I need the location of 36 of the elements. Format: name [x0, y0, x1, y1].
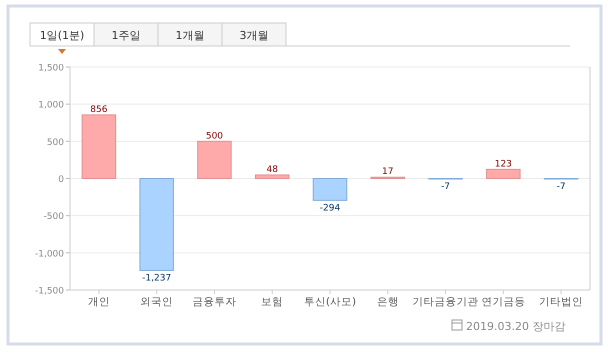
- text: 3개월: [240, 29, 268, 42]
- x-tick-label: 기타금융기관: [412, 296, 479, 308]
- text: 1일(1분): [40, 29, 84, 42]
- data-label: -7: [441, 182, 450, 192]
- y-tick-label: -1,000: [34, 249, 64, 260]
- x-tick-label: 개인: [88, 296, 110, 308]
- y-tick-label: 1,500: [38, 64, 64, 74]
- data-label: -7: [556, 182, 566, 192]
- text: 2019.03.20 장마감: [466, 320, 566, 333]
- bar: [486, 168, 521, 179]
- bar: [312, 178, 348, 201]
- text: 1주일: [112, 29, 140, 42]
- data-label: 48: [266, 164, 278, 175]
- data-label: 17: [382, 167, 394, 178]
- data-label: 856: [90, 104, 108, 115]
- x-tick-label: 투신(사모): [304, 296, 356, 308]
- y-tick-label: 1,000: [38, 100, 64, 111]
- data-label: -1,237: [142, 273, 172, 284]
- data-label: -294: [320, 203, 340, 214]
- x-tick-label: 외국인: [140, 296, 174, 308]
- bar: [254, 174, 290, 179]
- x-tick-label: 기타법인: [539, 296, 584, 308]
- x-tick-label: 연기금등: [481, 296, 526, 308]
- y-tick-label: 500: [46, 138, 64, 148]
- y-tick-label: 0: [58, 175, 64, 185]
- x-tick-label: 은행: [376, 296, 399, 308]
- data-label: 123: [494, 159, 512, 170]
- bar: [197, 140, 232, 179]
- bar: [82, 114, 116, 179]
- y-tick-label: -500: [44, 212, 64, 222]
- x-tick-label: 보험: [261, 296, 284, 308]
- y-tick-label: -1,500: [34, 286, 64, 296]
- x-tick-label: 금융투자: [192, 296, 236, 308]
- text: 1개월: [176, 29, 204, 42]
- data-label: 500: [206, 131, 224, 142]
- bar: [139, 178, 174, 271]
